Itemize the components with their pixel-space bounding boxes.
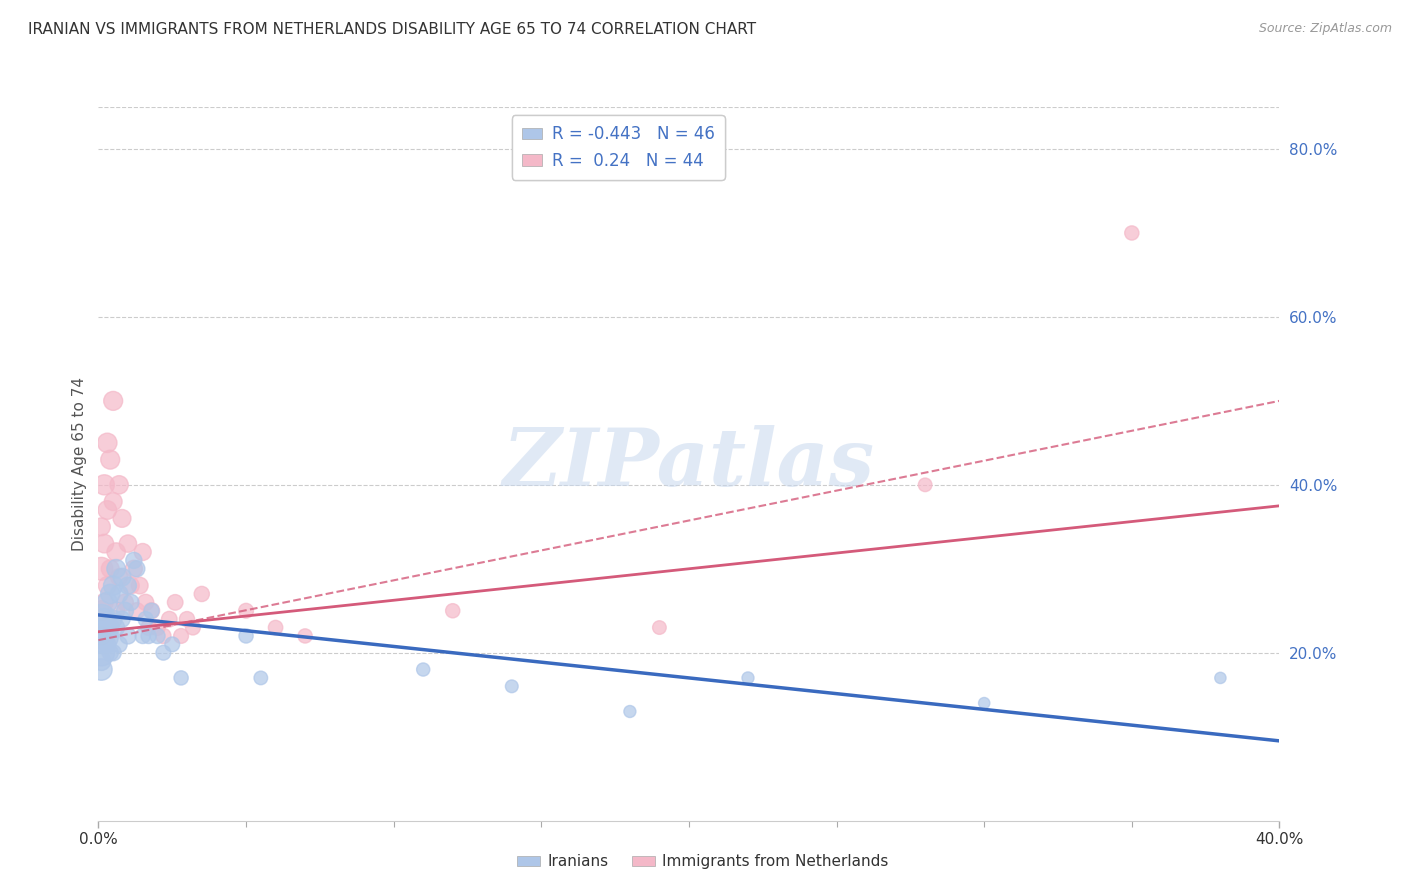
- Point: [98, 562, 121, 576]
- Point: [93, 629, 115, 643]
- Point: [90, 646, 112, 660]
- Point: [96, 637, 118, 651]
- Point: [108, 637, 131, 651]
- Point: [105, 562, 128, 576]
- Point: [111, 511, 134, 525]
- Point: [176, 612, 198, 626]
- Point: [98, 452, 121, 467]
- Point: [138, 621, 160, 635]
- Point: [93, 595, 115, 609]
- Point: [93, 536, 115, 550]
- Point: [501, 679, 523, 693]
- Point: [98, 646, 121, 660]
- Point: [90, 629, 112, 643]
- Point: [103, 646, 125, 660]
- Point: [93, 478, 115, 492]
- Point: [114, 604, 136, 618]
- Point: [294, 629, 316, 643]
- Text: IRANIAN VS IMMIGRANTS FROM NETHERLANDS DISABILITY AGE 65 TO 74 CORRELATION CHART: IRANIAN VS IMMIGRANTS FROM NETHERLANDS D…: [28, 22, 756, 37]
- Text: Source: ZipAtlas.com: Source: ZipAtlas.com: [1258, 22, 1392, 36]
- Point: [135, 595, 157, 609]
- Point: [1209, 671, 1232, 685]
- Point: [141, 604, 163, 618]
- Point: [114, 595, 136, 609]
- Point: [103, 578, 125, 592]
- Point: [135, 612, 157, 626]
- Legend: R = -0.443   N = 46, R =  0.24   N = 44: R = -0.443 N = 46, R = 0.24 N = 44: [512, 115, 724, 179]
- Point: [132, 545, 155, 559]
- Point: [103, 494, 125, 508]
- Point: [138, 629, 160, 643]
- Point: [128, 578, 150, 592]
- Point: [108, 478, 131, 492]
- Point: [117, 536, 139, 550]
- Point: [737, 671, 759, 685]
- Point: [141, 604, 163, 618]
- Point: [170, 629, 193, 643]
- Point: [170, 671, 193, 685]
- Point: [441, 604, 464, 618]
- Point: [105, 545, 128, 559]
- Point: [146, 629, 169, 643]
- Point: [181, 621, 204, 635]
- Point: [98, 587, 121, 601]
- Y-axis label: Disability Age 65 to 74: Disability Age 65 to 74: [72, 376, 87, 551]
- Legend: Iranians, Immigrants from Netherlands: Iranians, Immigrants from Netherlands: [512, 848, 894, 875]
- Point: [412, 663, 434, 677]
- Point: [235, 629, 257, 643]
- Point: [90, 629, 112, 643]
- Point: [250, 671, 273, 685]
- Point: [117, 629, 139, 643]
- Point: [1121, 226, 1143, 240]
- Point: [111, 570, 134, 584]
- Point: [235, 604, 257, 618]
- Point: [90, 520, 112, 534]
- Point: [108, 570, 131, 584]
- Point: [152, 646, 174, 660]
- Point: [165, 595, 187, 609]
- Point: [90, 604, 112, 618]
- Point: [125, 604, 148, 618]
- Point: [152, 629, 174, 643]
- Point: [96, 595, 118, 609]
- Point: [96, 621, 118, 635]
- Point: [105, 621, 128, 635]
- Point: [90, 663, 112, 677]
- Point: [105, 604, 128, 618]
- Point: [125, 562, 148, 576]
- Point: [264, 621, 287, 635]
- Point: [90, 629, 112, 643]
- Point: [108, 587, 131, 601]
- Point: [103, 612, 125, 626]
- Point: [111, 612, 134, 626]
- Point: [96, 503, 118, 517]
- Point: [973, 696, 995, 710]
- Point: [132, 629, 155, 643]
- Point: [122, 553, 145, 567]
- Point: [914, 478, 936, 492]
- Point: [122, 562, 145, 576]
- Point: [103, 393, 125, 408]
- Point: [90, 654, 112, 668]
- Point: [90, 562, 112, 576]
- Point: [98, 621, 121, 635]
- Point: [162, 637, 183, 651]
- Point: [90, 612, 112, 626]
- Point: [146, 621, 169, 635]
- Point: [93, 637, 115, 651]
- Point: [120, 595, 142, 609]
- Point: [619, 705, 641, 719]
- Point: [96, 435, 118, 450]
- Point: [648, 621, 671, 635]
- Point: [191, 587, 214, 601]
- Text: ZIPatlas: ZIPatlas: [503, 425, 875, 502]
- Point: [117, 578, 139, 592]
- Point: [120, 578, 142, 592]
- Point: [96, 578, 118, 592]
- Point: [93, 612, 115, 626]
- Point: [157, 612, 180, 626]
